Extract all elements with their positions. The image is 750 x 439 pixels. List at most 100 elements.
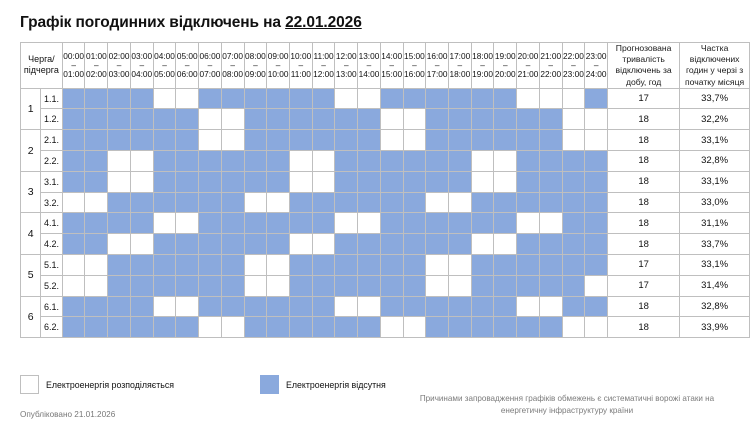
schedule-cell-12-h13	[357, 108, 381, 131]
hour-header-to: 08:00	[222, 69, 244, 80]
duration-value: 18	[607, 108, 681, 131]
schedule-cell-62-h9	[266, 316, 290, 339]
hour-header-from: 21:00	[540, 50, 562, 61]
hour-header-1: 01:00–02:00	[84, 42, 109, 89]
schedule-cell-12-h8	[243, 108, 268, 131]
table-row: 1.2. 18 32,2%	[21, 108, 750, 131]
schedule-cell-31-h23	[584, 170, 609, 193]
schedule-cell-22-h9	[266, 150, 290, 172]
schedule-cell-41-h10	[288, 212, 313, 235]
schedule-cell-32-h14	[379, 191, 404, 214]
schedule-cell-31-h5	[175, 170, 200, 193]
schedule-cell-22-h15	[402, 150, 427, 172]
schedule-cell-11-h23	[584, 87, 609, 110]
schedule-cell-41-h0	[61, 212, 86, 235]
schedule-cell-21-h5	[175, 129, 200, 152]
hour-header-14: 14:00–15:00	[379, 42, 404, 89]
schedule-cell-11-h3	[129, 87, 154, 110]
schedule-cell-61-h9	[266, 295, 290, 318]
schedule-cell-12-h1	[84, 108, 109, 131]
hour-header-dash: –	[480, 59, 485, 70]
schedule-cell-32-h22	[561, 191, 586, 214]
schedule-cell-52-h13	[357, 274, 381, 297]
schedule-cell-61-h20	[516, 295, 540, 318]
share-value: 31,1%	[679, 212, 750, 235]
schedule-cell-62-h4	[152, 316, 177, 339]
schedule-cell-31-h8	[243, 170, 268, 193]
hour-header-23: 23:00–24:00	[584, 42, 609, 89]
schedule-cell-62-h21	[538, 316, 563, 339]
hour-header-to: 09:00	[244, 69, 266, 80]
hour-header-to: 23:00	[563, 69, 584, 80]
schedule-cell-52-h22	[561, 274, 586, 297]
schedule-cell-31-h13	[357, 170, 381, 193]
schedule-cell-42-h16	[425, 233, 449, 256]
schedule-cell-42-h21	[538, 233, 563, 256]
schedule-cell-22-h7	[220, 150, 245, 172]
hour-header-from: 06:00	[199, 50, 221, 61]
schedule-cell-11-h8	[243, 87, 268, 110]
schedule-cell-12-h10	[288, 108, 313, 131]
schedule-cell-62-h8	[243, 316, 268, 339]
schedule-cell-31-h10	[288, 170, 313, 193]
schedule-cell-32-h13	[357, 191, 381, 214]
schedule-cell-11-h17	[447, 87, 472, 110]
schedule-cell-52-h11	[311, 274, 336, 297]
schedule-cell-22-h21	[538, 150, 563, 172]
hour-header-2: 02:00–03:00	[107, 42, 131, 89]
hour-header-10: 10:00–11:00	[288, 42, 313, 89]
subqueue-label: 3.1.	[40, 170, 63, 193]
hour-header-dash: –	[253, 59, 258, 70]
schedule-cell-22-h22	[561, 150, 586, 172]
schedule-cell-41-h1	[84, 212, 109, 235]
schedule-cell-22-h8	[243, 150, 268, 172]
legend: Електроенергія розподіляється Електроене…	[20, 375, 386, 394]
schedule-cell-61-h15	[402, 295, 427, 318]
schedule-cell-41-h21	[538, 212, 563, 235]
schedule-cell-51-h15	[402, 254, 427, 276]
schedule-cell-32-h3	[129, 191, 154, 214]
schedule-cell-51-h22	[561, 254, 586, 276]
schedule-cell-22-h18	[470, 150, 495, 172]
schedule-cell-51-h10	[288, 254, 313, 276]
schedule-cell-51-h20	[516, 254, 540, 276]
schedule-cell-12-h21	[538, 108, 563, 131]
subqueue-label: 6.1.	[40, 295, 63, 318]
schedule-cell-52-h14	[379, 274, 404, 297]
schedule-cell-32-h16	[425, 191, 449, 214]
schedule-cell-12-h18	[470, 108, 495, 131]
schedule-cell-11-h12	[334, 87, 359, 110]
schedule-cell-21-h9	[266, 129, 290, 152]
schedule-cell-61-h7	[220, 295, 245, 318]
schedule-cell-61-h11	[311, 295, 336, 318]
schedule-cell-52-h9	[266, 274, 290, 297]
schedule-cell-42-h1	[84, 233, 109, 256]
hour-header-dash: –	[139, 59, 145, 70]
schedule-cell-62-h14	[379, 316, 404, 339]
schedule-cell-31-h0	[61, 170, 86, 193]
hour-header-to: 19:00	[472, 69, 493, 80]
schedule-cell-12-h22	[561, 108, 586, 131]
hour-header-dash: –	[389, 59, 394, 70]
schedule-cell-22-h20	[516, 150, 540, 172]
hour-header-dash: –	[593, 59, 599, 70]
schedule-cell-32-h17	[447, 191, 472, 214]
schedule-cell-42-h0	[61, 233, 86, 256]
schedule-cell-51-h21	[538, 254, 563, 276]
schedule-cell-61-h16	[425, 295, 449, 318]
subqueue-label: 1.2.	[40, 108, 63, 131]
hour-header-to: 13:00	[335, 69, 357, 80]
table-header: Черга/ підчерга 00:00–01:00 01:00–02:00 02…	[20, 42, 750, 89]
schedule-cell-61-h23	[584, 295, 609, 318]
schedule-cell-41-h23	[584, 212, 609, 235]
hour-header-from: 15:00	[404, 50, 425, 61]
schedule-cell-51-h9	[266, 254, 290, 276]
schedule-cell-42-h3	[129, 233, 154, 256]
hour-header-to: 15:00	[381, 69, 403, 80]
schedule-cell-32-h18	[470, 191, 495, 214]
schedule-cell-12-h9	[266, 108, 290, 131]
schedule-cell-21-h22	[561, 129, 586, 152]
schedule-cell-31-h7	[220, 170, 245, 193]
schedule-cell-52-h17	[447, 274, 472, 297]
hour-header-from: 16:00	[426, 50, 448, 61]
